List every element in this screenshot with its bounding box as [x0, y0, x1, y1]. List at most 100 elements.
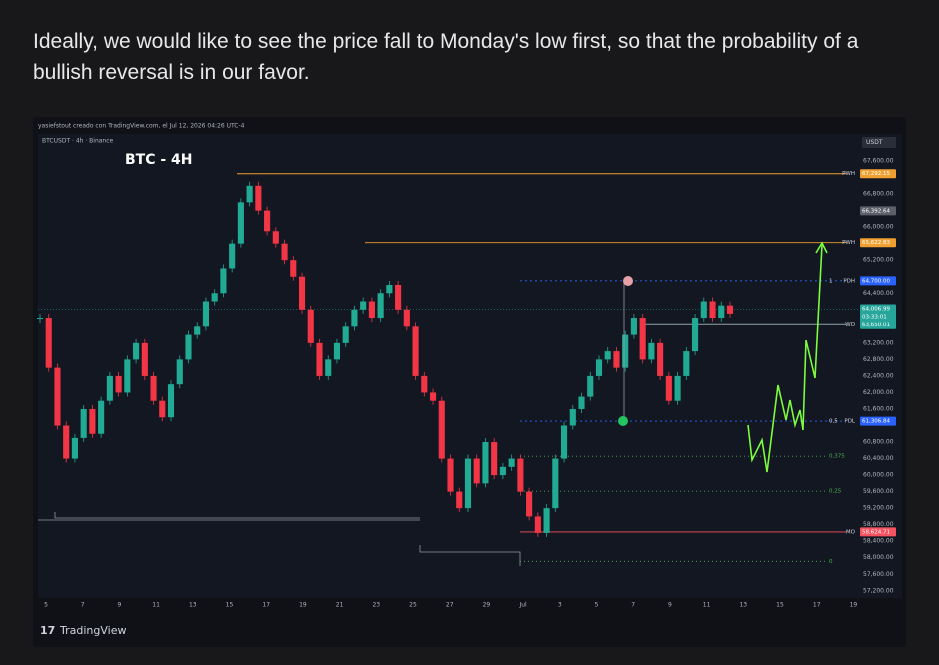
x-tick-label: 5 [44, 602, 48, 609]
low-line [54, 512, 420, 519]
x-tick-label: Jul [518, 602, 527, 609]
candle [80, 408, 87, 438]
x-tick-label: 15 [776, 602, 784, 609]
brand-logo: 17 [40, 624, 55, 637]
level-name: PDL [844, 419, 856, 425]
price-tag-label: 67,292.15 [862, 171, 890, 177]
candle [526, 491, 533, 517]
candle [438, 400, 445, 459]
y-tick-label: 67,600.00 [863, 158, 894, 165]
candle [578, 396, 585, 409]
price-tag-label: 64,700.00 [862, 278, 890, 284]
projection-arrow [815, 241, 828, 254]
y-tick-label: 58,800.00 [863, 521, 894, 528]
marker-tag [860, 206, 896, 216]
price-tag-label: 58,624.71 [862, 529, 890, 535]
high-marker [623, 276, 633, 286]
x-tick-label: 23 [372, 602, 380, 609]
candle [377, 293, 384, 319]
y-tick-label: 62,400.00 [863, 372, 894, 379]
candle [176, 359, 183, 385]
candle [421, 375, 428, 393]
candle [351, 309, 358, 327]
y-tick-label: 59,200.00 [863, 505, 894, 512]
candle [595, 359, 603, 376]
candle [639, 318, 646, 360]
x-tick-label: 21 [336, 602, 344, 609]
candle [499, 466, 506, 476]
candle [185, 334, 192, 360]
x-tick-label: 5 [595, 602, 599, 609]
candle [543, 508, 550, 533]
candle [237, 202, 244, 244]
chart-header: yasiefstout creado con TradingView.com, … [38, 123, 245, 130]
candle [54, 367, 61, 426]
y-tick-label: 65,200.00 [863, 257, 894, 264]
candle [333, 342, 341, 360]
x-tick-label: 9 [668, 602, 672, 609]
candle [386, 284, 393, 294]
x-tick-label: 27 [446, 602, 454, 609]
y-tick-label: 64,400.00 [863, 290, 894, 297]
candle [622, 334, 629, 368]
candle [718, 305, 725, 319]
candle [36, 318, 44, 320]
candle [229, 243, 236, 269]
candle [403, 309, 410, 327]
candle [325, 359, 332, 376]
x-tick-label: 19 [850, 602, 858, 609]
price-tag [860, 276, 896, 286]
price-tag-label: 61,306.84 [862, 419, 890, 425]
candle [700, 301, 707, 319]
candle [272, 231, 279, 244]
candle [124, 359, 131, 393]
candle [98, 400, 105, 434]
candle [517, 458, 524, 492]
candle [464, 458, 472, 509]
x-tick-label: 9 [117, 602, 121, 609]
x-tick-label: 25 [409, 602, 417, 609]
x-tick-label: 15 [226, 602, 234, 609]
price-tag-label: 63,650.01 [862, 322, 890, 328]
y-tick-label: 62,000.00 [863, 389, 894, 396]
candle [89, 408, 96, 434]
candle [648, 342, 655, 360]
level-name: PDH [843, 278, 855, 284]
x-tick-label: 13 [739, 602, 747, 609]
projection [747, 244, 823, 473]
candle [255, 185, 262, 211]
candle [674, 375, 681, 401]
countdown: 03:33:01 [862, 314, 887, 320]
level-name: WO [845, 322, 855, 328]
candle [220, 268, 227, 294]
symbol: BTCUSDT · 4h · Binance [42, 138, 114, 145]
candle [560, 425, 568, 459]
fib-label: 1 [829, 278, 833, 284]
candle [508, 458, 515, 467]
candle [63, 425, 70, 459]
y-tick-label: 63,200.00 [863, 339, 894, 346]
fib-label: 0,375 [829, 454, 845, 460]
currency: USDT [866, 139, 883, 146]
fib-label: 0,5 [829, 419, 838, 425]
currency-box [862, 137, 896, 148]
y-tick-label: 60,000.00 [863, 472, 894, 479]
candle [45, 318, 52, 368]
candle [692, 318, 699, 352]
candle [167, 384, 175, 418]
candle [482, 442, 489, 484]
x-tick-label: 11 [152, 602, 160, 609]
y-tick-label: 58,000.00 [863, 554, 894, 561]
x-tick-label: 17 [262, 602, 270, 609]
candle [412, 326, 419, 376]
candle [202, 301, 210, 327]
candle [395, 284, 402, 310]
candle [360, 301, 367, 310]
last-price-label: 64,006.99 [862, 306, 890, 312]
x-tick-label: 3 [558, 602, 562, 609]
candle [194, 326, 201, 335]
chart-title: BTC - 4H [125, 152, 193, 168]
y-tick-label: 58,400.00 [863, 538, 894, 545]
